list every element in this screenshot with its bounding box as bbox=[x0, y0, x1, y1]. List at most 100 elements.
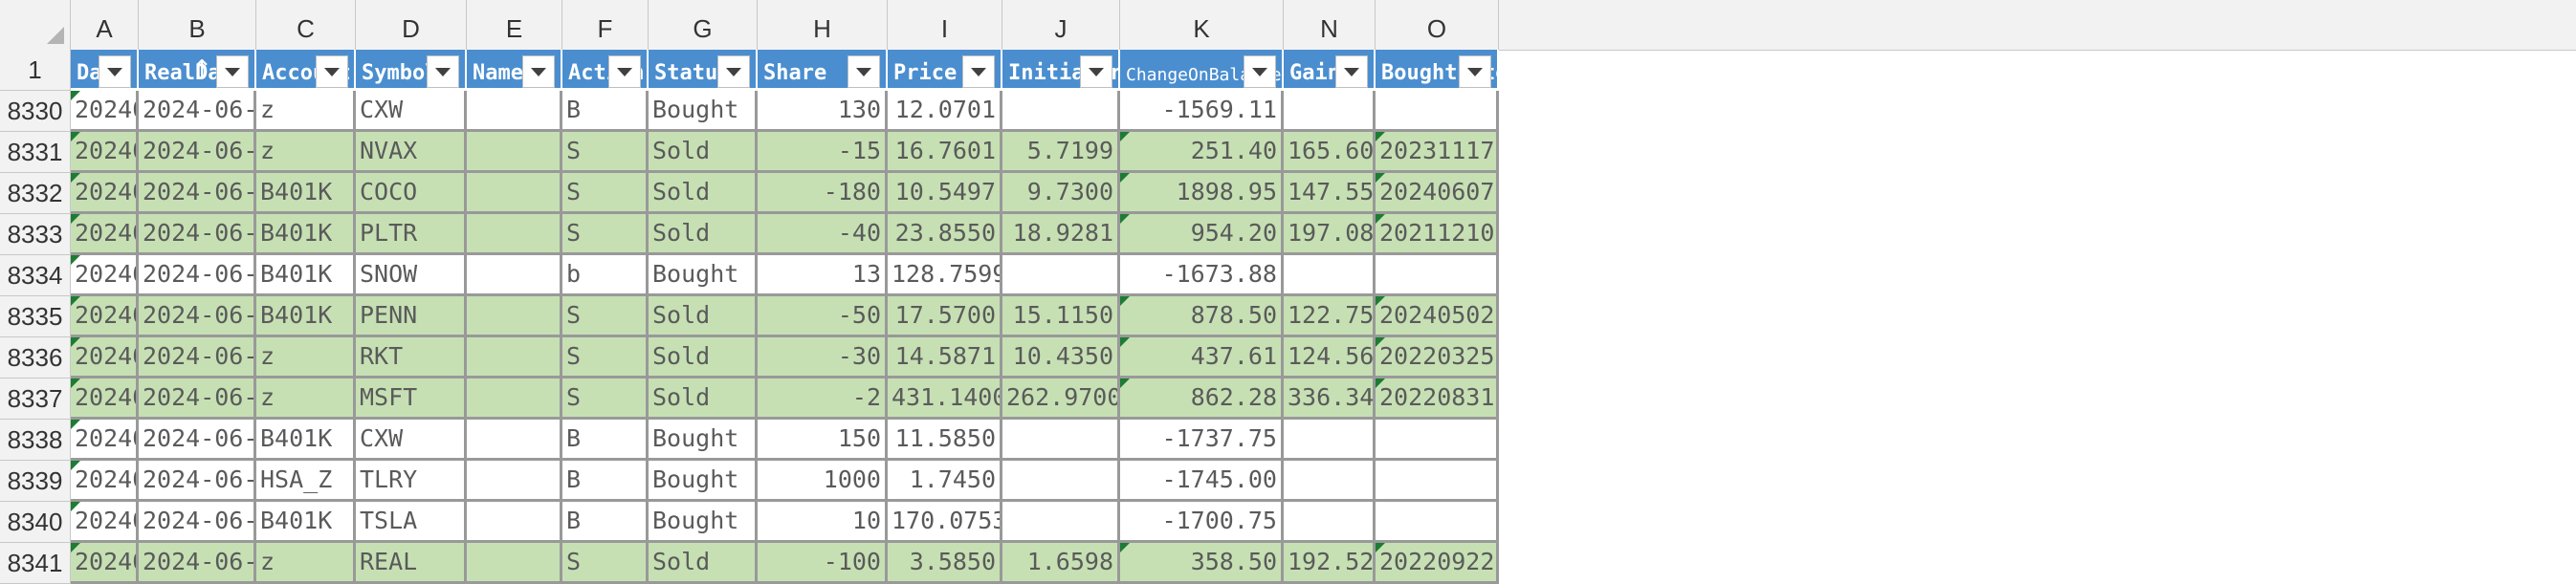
cell-status[interactable]: Sold bbox=[649, 214, 758, 255]
cell-symbol[interactable]: CXW bbox=[356, 420, 467, 461]
cell-gain[interactable]: 336.34 bbox=[1284, 379, 1376, 420]
cell-realdate[interactable]: 2024-06-11 bbox=[139, 214, 256, 255]
cell-price[interactable]: 17.5700 bbox=[888, 296, 1002, 337]
cell-action[interactable]: B bbox=[562, 91, 649, 132]
header-changeonbalance[interactable]: ChangeOnBalance bbox=[1120, 50, 1284, 91]
cell-boughtdate[interactable]: 20231117 bbox=[1376, 132, 1499, 173]
cell-gain[interactable]: 124.56 bbox=[1284, 337, 1376, 379]
cell-realdate[interactable]: 2024-06-11 bbox=[139, 296, 256, 337]
header-status[interactable]: Status bbox=[649, 50, 758, 91]
cell-initialprice[interactable]: 18.9281 bbox=[1002, 214, 1120, 255]
header-price[interactable]: Price bbox=[888, 50, 1002, 91]
cell-boughtdate[interactable] bbox=[1376, 502, 1499, 543]
cell-action[interactable]: S bbox=[562, 379, 649, 420]
cell-status[interactable]: Sold bbox=[649, 296, 758, 337]
cell-changeonbalance[interactable]: 954.20 bbox=[1120, 214, 1284, 255]
header-account[interactable]: Account bbox=[256, 50, 356, 91]
cell-changeonbalance[interactable]: 878.50 bbox=[1120, 296, 1284, 337]
column-letter-d[interactable]: D bbox=[356, 0, 467, 50]
column-letter-k[interactable]: K bbox=[1120, 0, 1284, 50]
cell-price[interactable]: 3.5850 bbox=[888, 543, 1002, 584]
cell-changeonbalance[interactable]: -1737.75 bbox=[1120, 420, 1284, 461]
column-letter-e[interactable]: E bbox=[467, 0, 562, 50]
cell-initialprice[interactable]: 1.6598 bbox=[1002, 543, 1120, 584]
cell-initialprice[interactable] bbox=[1002, 502, 1120, 543]
cell-status[interactable]: Sold bbox=[649, 173, 758, 214]
cell-boughtdate[interactable] bbox=[1376, 255, 1499, 296]
cell-date[interactable]: 20240611 bbox=[71, 91, 139, 132]
cell-boughtdate[interactable]: 20211210 bbox=[1376, 214, 1499, 255]
column-letter-a[interactable]: A bbox=[71, 0, 139, 50]
cell-date[interactable]: 20240611 bbox=[71, 132, 139, 173]
row-header[interactable]: 8331 bbox=[0, 132, 71, 173]
cell-gain[interactable] bbox=[1284, 461, 1376, 502]
cell-account[interactable]: z bbox=[256, 543, 356, 584]
cell-share[interactable]: -40 bbox=[758, 214, 888, 255]
cell-changeonbalance[interactable]: 862.28 bbox=[1120, 379, 1284, 420]
cell-symbol[interactable]: SNOW bbox=[356, 255, 467, 296]
header-initialprice[interactable]: InitialPrice bbox=[1002, 50, 1120, 91]
column-letter-o[interactable]: O bbox=[1376, 0, 1499, 50]
cell-realdate[interactable]: 2024-06-11 bbox=[139, 132, 256, 173]
row-header[interactable]: 8337 bbox=[0, 379, 71, 420]
cell-symbol[interactable]: COCO bbox=[356, 173, 467, 214]
cell-gain[interactable]: 197.08 bbox=[1284, 214, 1376, 255]
cell-symbol[interactable]: RKT bbox=[356, 337, 467, 379]
cell-date[interactable]: 20240611 bbox=[71, 543, 139, 584]
cell-changeonbalance[interactable]: -1700.75 bbox=[1120, 502, 1284, 543]
cell-name[interactable] bbox=[467, 91, 562, 132]
cell-price[interactable]: 11.5850 bbox=[888, 420, 1002, 461]
cell-gain[interactable] bbox=[1284, 420, 1376, 461]
row-header[interactable]: 8340 bbox=[0, 502, 71, 543]
cell-symbol[interactable]: NVAX bbox=[356, 132, 467, 173]
cell-name[interactable] bbox=[467, 173, 562, 214]
column-letter-i[interactable]: I bbox=[888, 0, 1002, 50]
cell-action[interactable]: S bbox=[562, 173, 649, 214]
column-letter-j[interactable]: J bbox=[1002, 0, 1120, 50]
cell-price[interactable]: 431.1400 bbox=[888, 379, 1002, 420]
cell-gain[interactable]: 192.52 bbox=[1284, 543, 1376, 584]
cell-action[interactable]: b bbox=[562, 255, 649, 296]
row-header[interactable]: 8330 bbox=[0, 91, 71, 132]
cell-name[interactable] bbox=[467, 543, 562, 584]
filter-dropdown-icon[interactable] bbox=[1080, 55, 1112, 88]
cell-price[interactable]: 23.8550 bbox=[888, 214, 1002, 255]
cell-boughtdate[interactable] bbox=[1376, 420, 1499, 461]
cell-account[interactable]: z bbox=[256, 132, 356, 173]
filter-dropdown-icon[interactable] bbox=[522, 55, 555, 88]
cell-boughtdate[interactable]: 20240502 bbox=[1376, 296, 1499, 337]
column-letter-g[interactable]: G bbox=[649, 0, 758, 50]
cell-price[interactable]: 10.5497 bbox=[888, 173, 1002, 214]
cell-status[interactable]: Sold bbox=[649, 337, 758, 379]
cell-changeonbalance[interactable]: -1569.11 bbox=[1120, 91, 1284, 132]
column-letter-c[interactable]: C bbox=[256, 0, 356, 50]
cell-status[interactable]: Sold bbox=[649, 379, 758, 420]
cell-boughtdate[interactable]: 20240607 bbox=[1376, 173, 1499, 214]
cell-account[interactable]: B401K bbox=[256, 420, 356, 461]
filter-dropdown-icon[interactable] bbox=[717, 55, 750, 88]
column-letter-h[interactable]: H bbox=[758, 0, 888, 50]
row-header[interactable]: 8335 bbox=[0, 296, 71, 337]
cell-realdate[interactable]: 2024-06-11 bbox=[139, 379, 256, 420]
cell-action[interactable]: S bbox=[562, 214, 649, 255]
row-header[interactable]: 8332 bbox=[0, 173, 71, 214]
cell-account[interactable]: z bbox=[256, 91, 356, 132]
cell-boughtdate[interactable] bbox=[1376, 91, 1499, 132]
cell-boughtdate[interactable]: 20220922 bbox=[1376, 543, 1499, 584]
cell-date[interactable]: 20240611 bbox=[71, 214, 139, 255]
cell-status[interactable]: Bought bbox=[649, 255, 758, 296]
cell-status[interactable]: Bought bbox=[649, 461, 758, 502]
cell-name[interactable] bbox=[467, 420, 562, 461]
header-action[interactable]: Action bbox=[562, 50, 649, 91]
cell-name[interactable] bbox=[467, 461, 562, 502]
cell-changeonbalance[interactable]: 358.50 bbox=[1120, 543, 1284, 584]
cell-initialprice[interactable] bbox=[1002, 255, 1120, 296]
row-header[interactable]: 8333 bbox=[0, 214, 71, 255]
cell-account[interactable]: B401K bbox=[256, 173, 356, 214]
cell-date[interactable]: 20240611 bbox=[71, 296, 139, 337]
cell-initialprice[interactable]: 15.1150 bbox=[1002, 296, 1120, 337]
cell-share[interactable]: 130 bbox=[758, 91, 888, 132]
cell-realdate[interactable]: 2024-06-11 bbox=[139, 543, 256, 584]
cell-account[interactable]: B401K bbox=[256, 255, 356, 296]
cell-price[interactable]: 128.7599 bbox=[888, 255, 1002, 296]
